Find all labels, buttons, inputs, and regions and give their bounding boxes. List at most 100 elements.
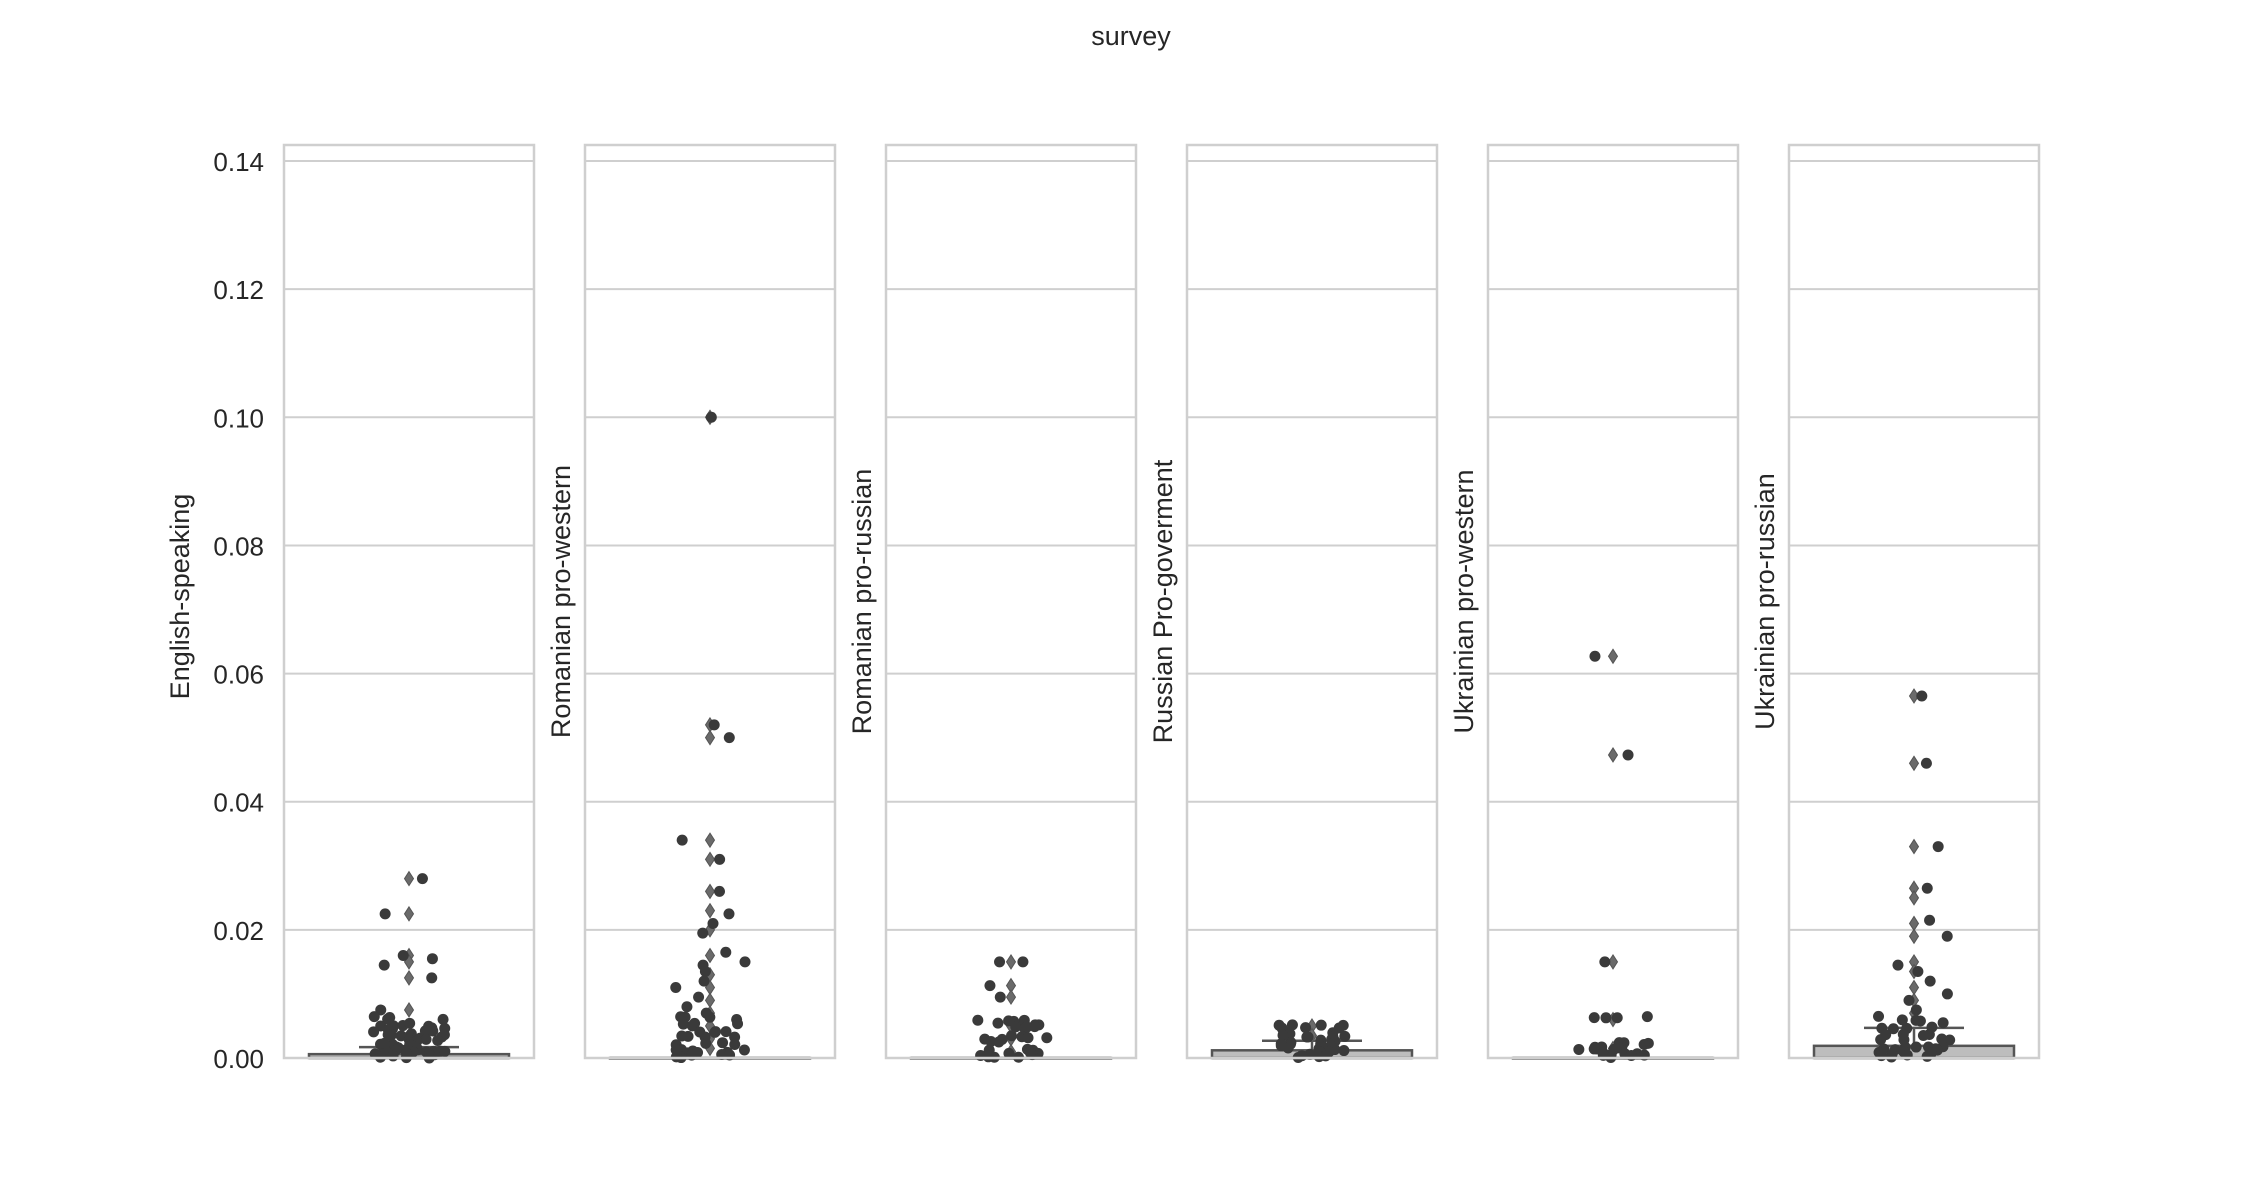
data-point bbox=[384, 1011, 396, 1023]
data-point bbox=[723, 908, 735, 920]
outlier-marker bbox=[704, 947, 716, 964]
data-point bbox=[704, 1011, 716, 1023]
data-point bbox=[1641, 1011, 1653, 1023]
y-tick-label: 0.02 bbox=[213, 916, 264, 946]
data-point bbox=[670, 982, 682, 994]
data-point bbox=[1912, 966, 1924, 978]
data-point bbox=[1638, 1038, 1650, 1050]
data-point bbox=[1875, 1050, 1887, 1062]
data-point bbox=[985, 1035, 997, 1047]
y-tick-label: 0.14 bbox=[213, 147, 264, 177]
data-point bbox=[972, 1014, 984, 1026]
data-point bbox=[1338, 1045, 1350, 1057]
y-axis-label: Romanian pro-russian bbox=[847, 469, 877, 735]
data-point bbox=[1941, 988, 1953, 1000]
data-point bbox=[717, 1037, 729, 1049]
data-point bbox=[993, 1036, 1005, 1048]
data-point bbox=[1910, 1004, 1922, 1016]
data-point bbox=[1024, 1047, 1036, 1059]
data-point bbox=[1924, 975, 1936, 987]
outlier-marker bbox=[704, 902, 716, 919]
outlier-marker bbox=[1908, 838, 1920, 855]
data-point bbox=[1932, 841, 1944, 853]
outlier-marker bbox=[403, 969, 415, 986]
y-axis-label: Romanian pro-western bbox=[546, 465, 576, 738]
data-point bbox=[994, 956, 1006, 968]
data-point bbox=[1296, 1050, 1308, 1062]
data-point bbox=[439, 1045, 451, 1057]
data-point bbox=[699, 966, 711, 978]
data-point bbox=[1873, 1010, 1885, 1022]
data-point bbox=[1910, 1041, 1922, 1053]
data-point bbox=[1320, 1050, 1332, 1062]
data-point bbox=[1017, 956, 1029, 968]
data-point bbox=[427, 1025, 439, 1037]
panel-frame bbox=[1185, 143, 1439, 1060]
panel-frame bbox=[1787, 143, 2041, 1060]
data-point bbox=[1625, 1049, 1637, 1061]
outlier-marker bbox=[1607, 747, 1619, 763]
data-point bbox=[404, 1017, 416, 1029]
data-point bbox=[432, 1034, 444, 1046]
data-point bbox=[714, 853, 726, 865]
data-point bbox=[723, 732, 735, 744]
data-point bbox=[1277, 1029, 1289, 1041]
data-point bbox=[1622, 749, 1634, 761]
panel: English-speaking bbox=[165, 143, 536, 1064]
data-point bbox=[420, 1033, 432, 1045]
data-point bbox=[739, 956, 751, 968]
data-point bbox=[1941, 930, 1953, 942]
data-point bbox=[1875, 1034, 1887, 1046]
data-point bbox=[387, 1050, 399, 1062]
data-point bbox=[992, 1017, 1004, 1029]
data-point bbox=[395, 1030, 407, 1042]
data-point bbox=[1892, 959, 1904, 971]
data-point bbox=[1010, 1021, 1022, 1033]
data-point bbox=[1588, 1043, 1600, 1055]
data-point bbox=[1887, 1023, 1899, 1035]
outlier-marker bbox=[403, 1002, 415, 1018]
data-point bbox=[1896, 1014, 1908, 1026]
outlier-marker bbox=[1005, 989, 1017, 1006]
data-point bbox=[1914, 1015, 1926, 1027]
data-point bbox=[676, 834, 688, 846]
data-point bbox=[368, 1011, 380, 1023]
outlier-marker bbox=[1607, 648, 1619, 665]
outlier-marker bbox=[704, 729, 716, 746]
outlier-marker bbox=[704, 883, 716, 900]
panel: Russian Pro-goverment bbox=[1148, 143, 1439, 1064]
data-point bbox=[1315, 1019, 1327, 1031]
data-point bbox=[710, 1026, 722, 1038]
data-point bbox=[729, 1038, 741, 1050]
y-axis-label: Ukrainian pro-russian bbox=[1750, 473, 1780, 730]
outlier-marker bbox=[1607, 953, 1619, 970]
panel: Ukrainian pro-russian bbox=[1750, 143, 2041, 1063]
data-point bbox=[1937, 1017, 1949, 1029]
data-point bbox=[681, 1001, 693, 1013]
data-point bbox=[720, 946, 732, 958]
panel-frame bbox=[1486, 143, 1740, 1060]
panel-frame bbox=[583, 143, 837, 1060]
data-point bbox=[689, 1017, 701, 1029]
data-point bbox=[1916, 690, 1928, 702]
data-point bbox=[1300, 1022, 1312, 1034]
outlier-marker bbox=[704, 832, 716, 849]
panel-frame bbox=[282, 143, 536, 1060]
data-point bbox=[676, 1030, 688, 1042]
data-point bbox=[677, 1018, 689, 1030]
data-point bbox=[416, 873, 428, 885]
data-point bbox=[1903, 994, 1915, 1006]
data-point bbox=[379, 908, 391, 920]
data-point bbox=[1611, 1012, 1623, 1024]
data-point bbox=[1588, 1012, 1600, 1024]
data-point bbox=[705, 411, 717, 423]
data-point bbox=[378, 959, 390, 971]
data-point bbox=[1302, 1031, 1314, 1043]
outlier-marker bbox=[1005, 953, 1017, 970]
data-point bbox=[732, 1018, 744, 1030]
data-point bbox=[426, 953, 438, 965]
panels: English-speaking Romanian pro-western Roma… bbox=[165, 143, 2041, 1064]
panel-frame bbox=[884, 143, 1138, 1060]
data-point bbox=[382, 1029, 394, 1041]
data-point bbox=[1573, 1043, 1585, 1055]
